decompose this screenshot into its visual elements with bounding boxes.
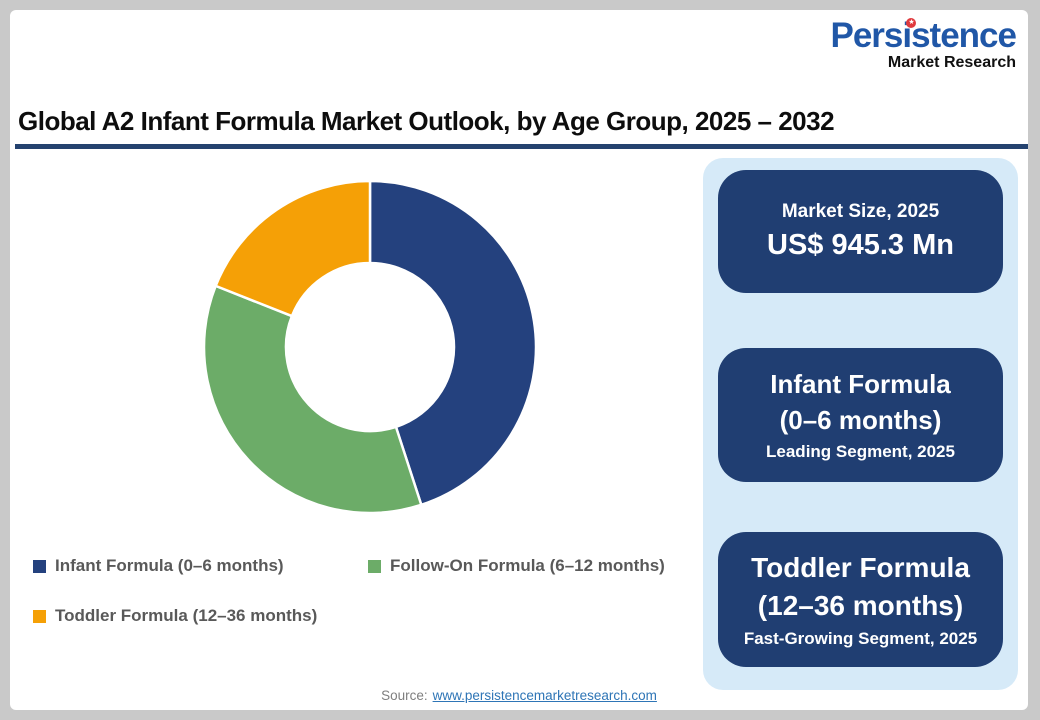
- donut-segment-0: [368, 179, 538, 507]
- donut-segment-1: [202, 284, 423, 515]
- leading-segment-card: Infant Formula (0–6 months) Leading Segm…: [718, 348, 1003, 482]
- legend-item-follow-on-formula: Follow-On Formula (6–12 months): [368, 556, 665, 576]
- slide: Persistence ★ Market Research Global A2 …: [10, 10, 1028, 710]
- legend-swatch-toddler-icon: [33, 609, 46, 623]
- logo-wordmark: Persistence: [830, 16, 1017, 55]
- leading-segment-name: Infant Formula: [770, 369, 951, 399]
- market-size-value: US$ 945.3 Mn: [767, 229, 954, 261]
- leading-segment-caption: Leading Segment, 2025: [766, 442, 955, 461]
- legend-item-infant-formula: Infant Formula (0–6 months): [33, 556, 284, 576]
- source-link[interactable]: www.persistencemarketresearch.com: [432, 688, 657, 703]
- fast-growing-segment-caption: Fast-Growing Segment, 2025: [743, 629, 978, 648]
- logo-wordmark-wrap: Persistence ★: [830, 16, 1017, 55]
- legend-label-toddler: Toddler Formula (12–36 months): [55, 606, 318, 625]
- donut-chart: [202, 179, 538, 515]
- legend-label-follow-on: Follow-On Formula (6–12 months): [390, 556, 665, 575]
- fast-growing-segment-card: Toddler Formula (12–36 months) Fast-Grow…: [718, 532, 1003, 667]
- logo-tagline: Market Research: [887, 54, 1016, 71]
- highlights-panel: Market Size, 2025 US$ 945.3 Mn Infant Fo…: [703, 158, 1018, 690]
- fast-growing-segment-name: Toddler Formula: [751, 552, 970, 583]
- leading-segment-range: (0–6 months): [779, 404, 942, 435]
- page-title: Global A2 Infant Formula Market Outlook,…: [18, 106, 835, 136]
- legend-swatch-follow-on-icon: [368, 559, 381, 573]
- legend-item-toddler-formula: Toddler Formula (12–36 months): [33, 606, 317, 626]
- title-underline: [15, 144, 1028, 149]
- donut-segment-2: [214, 179, 372, 318]
- legend-label-infant: Infant Formula (0–6 months): [55, 556, 284, 575]
- market-size-card: Market Size, 2025 US$ 945.3 Mn: [718, 170, 1003, 293]
- star-glyph: ★: [908, 19, 915, 26]
- source-line: Source: www.persistencemarketresearch.com: [10, 688, 1028, 703]
- brand-logo: Persistence ★ Market Research: [830, 16, 1017, 72]
- legend-swatch-infant-icon: [33, 559, 46, 573]
- fast-growing-segment-range: (12–36 months): [757, 590, 964, 621]
- logo-star-icon: ★: [906, 18, 917, 28]
- source-label: Source:: [381, 688, 428, 703]
- market-size-label: Market Size, 2025: [781, 201, 940, 222]
